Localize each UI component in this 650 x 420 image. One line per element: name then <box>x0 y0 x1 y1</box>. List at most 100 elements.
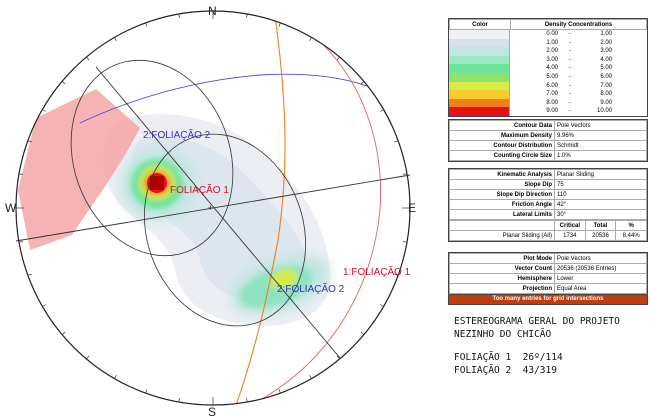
legend-range-dash: - <box>569 91 571 98</box>
legend-range-row: 6.00 - 7.00 <box>510 82 647 91</box>
kinematic-result-table: Critical Total % Planar Sliding (All) 17… <box>449 220 647 241</box>
legend-range-dash: - <box>569 82 571 89</box>
net-tick <box>336 355 340 360</box>
info-label: Friction Angle <box>449 199 555 210</box>
label-pole-2: 2:FOLIAÇÃO 2 <box>277 282 345 295</box>
result-header-total: Total <box>584 220 617 231</box>
net-tick <box>114 374 117 379</box>
info-value: Planar Sliding <box>554 169 647 180</box>
legend-range-row: 2.00 - 3.00 <box>510 47 647 56</box>
center-cross: + <box>208 203 213 213</box>
info-value: Lower <box>554 273 647 284</box>
caption-title-line2: NEZINHO DO CHICÃO <box>454 329 552 340</box>
plane-1-strike-line <box>15 174 411 242</box>
info-value: 110 <box>554 189 647 200</box>
legend-range-max: 4.00 <box>600 56 612 63</box>
legend-range-row: 0.00 - 1.00 <box>510 30 647 39</box>
result-header-critical: Critical <box>554 220 586 231</box>
info-row: Friction Angle 42° <box>449 199 647 210</box>
legend-range-dash: - <box>569 65 571 72</box>
daylight-envelope <box>70 59 234 257</box>
plot-info: Plot Mode Pole Vectors Vector Count 20536 (… <box>448 252 648 305</box>
failure-zone <box>18 89 140 250</box>
plane-2-strike-line <box>95 66 341 359</box>
info-label: Maximum Density <box>449 130 555 141</box>
net-tick <box>42 304 47 307</box>
legend-swatch <box>449 98 509 108</box>
info-row: Slope Dip 75 <box>449 179 647 190</box>
legend-range-min: 6.00 <box>546 82 558 89</box>
legend-range-max: 1.00 <box>600 31 612 37</box>
info-value: 1.0% <box>554 150 647 161</box>
legend-range-max: 3.00 <box>600 48 612 55</box>
info-value: 75 <box>554 179 647 190</box>
info-row: Hemisphere Lower <box>449 273 647 284</box>
legend-range-min: 7.00 <box>546 91 558 98</box>
compass-east: E <box>408 201 416 215</box>
info-value: Pole Vectors <box>554 120 647 131</box>
legend-range-dash: - <box>569 31 571 37</box>
info-label: Plot Mode <box>449 253 555 264</box>
compass-south: S <box>208 405 216 419</box>
legend-range-max: 6.00 <box>600 73 612 80</box>
legend-range-min: 2.00 <box>546 48 558 55</box>
net-tick <box>403 241 408 243</box>
result-total: 20536 <box>584 230 617 241</box>
legend-swatch <box>449 47 509 56</box>
info-label: Slope Dip Direction <box>449 189 555 200</box>
legend-swatches <box>449 30 510 116</box>
friction-cone <box>144 133 306 327</box>
legend-range-row: 4.00 - 5.00 <box>510 64 647 73</box>
result-percent: 8.44% <box>615 230 647 241</box>
net-tick <box>42 109 47 112</box>
info-row: Counting Circle Size 1.0% <box>449 150 647 161</box>
legend-range-dash: - <box>569 99 571 106</box>
net-tick <box>360 81 365 85</box>
net-tick <box>360 331 365 335</box>
net-tick <box>394 140 399 143</box>
legend-range-row: 1.00 - 2.00 <box>510 39 647 48</box>
info-value: Equal Area <box>554 283 647 294</box>
legend-range-min: 5.00 <box>546 73 558 80</box>
net-tick <box>309 374 312 379</box>
info-row: Lateral Limits 30° <box>449 209 647 220</box>
legend-range-min: 3.00 <box>546 56 558 63</box>
info-label: Vector Count <box>449 263 555 274</box>
legend-swatch <box>449 90 509 99</box>
legend-range-dash: - <box>569 108 571 115</box>
legend-ranges: 0.00-1.00 1.00-2.00 2.00-3.00 3.00-4.00 4.00… <box>510 30 647 116</box>
grid-warning-banner: Too many entries for grid intersections <box>449 294 647 304</box>
friction-circle <box>259 14 382 401</box>
net-tick <box>278 389 281 394</box>
info-value: 20536 (20536 Entries) <box>554 263 647 274</box>
net-tick <box>309 37 312 42</box>
net-tick <box>114 37 117 42</box>
net-tick <box>246 13 248 18</box>
legend-range-row: 5.00 - 6.00 <box>510 73 647 82</box>
info-row: Slope Dip Direction 110 <box>449 189 647 200</box>
net-tick <box>145 22 148 27</box>
legend-range-max: 10.00 <box>596 108 612 115</box>
info-label: Lateral Limits <box>449 209 555 220</box>
info-row: Contour Distribution Schmidt <box>449 140 647 151</box>
net-tick <box>246 398 248 403</box>
net-tick <box>61 331 66 335</box>
info-label: Projection <box>449 283 555 294</box>
contour-info-table: Contour Data Pole Vectors Maximum Density 9… <box>449 120 647 161</box>
legend-range-row: 3.00 - 4.00 <box>510 56 647 65</box>
density-legend-table: Color Density Concentrations <box>449 19 647 30</box>
stereonet-chart: + N S W E 2:FOLIAÇÃO 2 FOLIAÇÃO 1 2:FOLI… <box>5 4 416 419</box>
cluster-1-peak-core <box>150 176 164 190</box>
net-tick <box>86 355 90 360</box>
legend-range-min: 9.00 <box>546 108 558 115</box>
info-row: Maximum Density 9.96% <box>449 130 647 141</box>
legend-swatch <box>449 81 509 91</box>
legend-header-density: Density Concentrations <box>510 19 647 30</box>
legend-swatch <box>449 38 509 48</box>
info-row: Vector Count 20536 (20536 Entries) <box>449 263 647 274</box>
info-value: Schmidt <box>554 140 647 151</box>
info-value: Pole Vectors <box>554 253 647 264</box>
legend-range-max: 8.00 <box>600 91 612 98</box>
legend-range-dash: - <box>569 48 571 55</box>
legend-range-min: 4.00 <box>546 65 558 72</box>
